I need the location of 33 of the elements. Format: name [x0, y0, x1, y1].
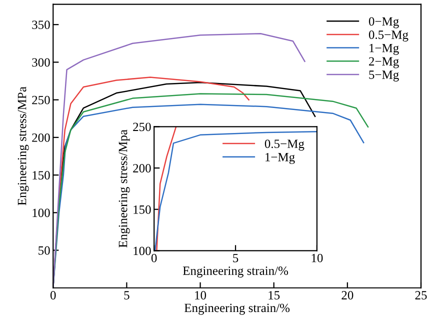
x-axis-title: Engineering strain/%	[182, 266, 288, 278]
y-tick-label: 350	[32, 20, 50, 30]
y-tick-label: 50	[38, 246, 50, 255]
legend-label: 1−Mg	[370, 44, 399, 55]
y-tick-label: 150	[32, 171, 50, 180]
y-tick-label: 250	[32, 96, 50, 104]
legend-label: 0−Mg	[368, 17, 399, 28]
x-tick-label: 15	[268, 291, 280, 300]
legend-label: 1−Mg	[266, 152, 295, 164]
y-tick-label: 300	[32, 58, 50, 67]
y-tick-label: 100	[32, 208, 50, 218]
legend-label: 2−Mg	[369, 57, 399, 68]
legend-label: 0.5−Mg	[368, 30, 408, 42]
x-tick-label: 20	[342, 291, 354, 300]
line-series	[53, 32, 306, 288]
y-axis-title: Engineering stress/MPa	[18, 86, 29, 206]
x-axis-title: Engineering strain/%	[184, 304, 290, 315]
legend-label: 0.5−Mg	[264, 140, 304, 151]
x-tick-label: 5	[233, 254, 238, 262]
y-tick-label: 200	[32, 133, 50, 142]
legend-label: 5−Mg	[369, 70, 399, 82]
y-tick-label: 200	[133, 164, 151, 172]
y-tick-label: 100	[134, 246, 151, 256]
x-tick-label: 0	[151, 254, 157, 262]
y-axis-title: Engineering stress/Mpa	[118, 130, 130, 248]
x-tick-label: 10	[195, 291, 206, 300]
y-tick-label: 150	[134, 205, 151, 214]
x-tick-label: 25	[415, 291, 427, 300]
x-tick-label: 0	[50, 291, 56, 300]
x-tick-label: 5	[124, 291, 130, 300]
y-tick-label: 250	[133, 122, 151, 132]
x-tick-label: 10	[312, 254, 323, 262]
line-series	[156, 126, 177, 251]
